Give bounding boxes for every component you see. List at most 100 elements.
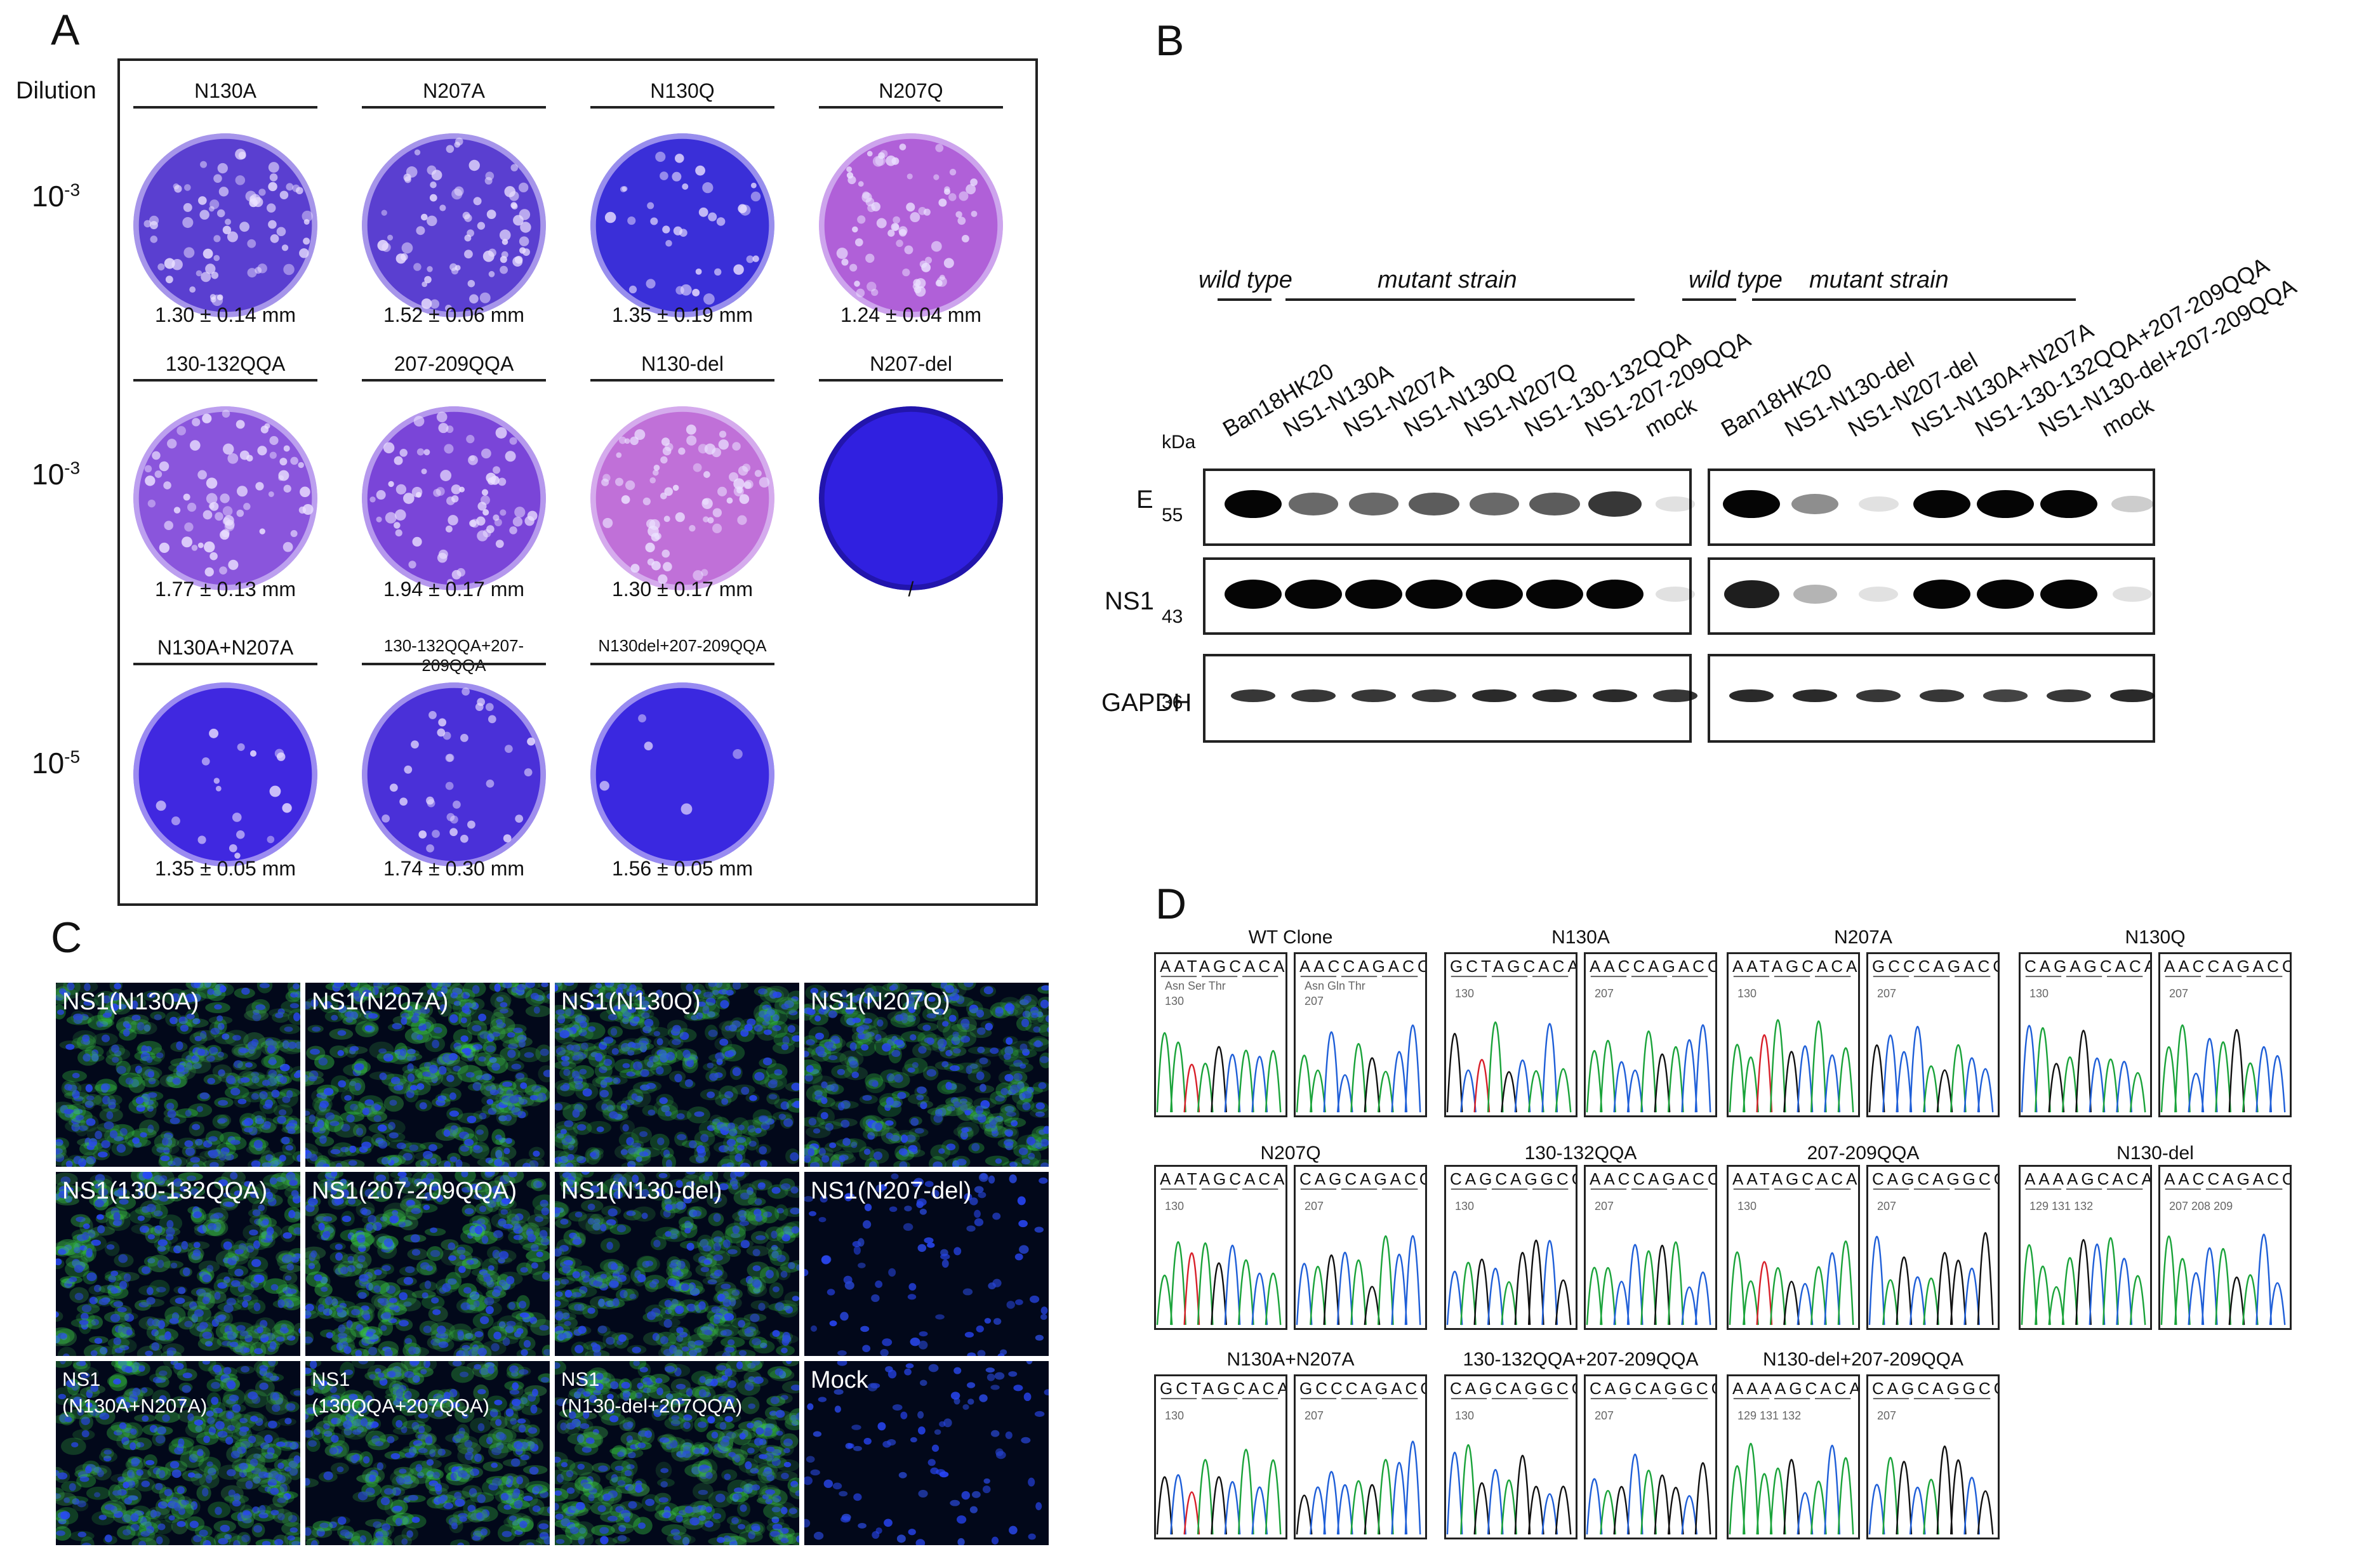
clone-title: 207-209QQA xyxy=(1807,1143,1920,1164)
chromatogram-trace xyxy=(1156,1398,1282,1535)
blot-band xyxy=(1859,586,1898,602)
chromatogram-trace xyxy=(1729,976,1854,1113)
sequence-text: CAGCAGGCG xyxy=(1450,1169,1577,1188)
sequence-text: GCCCAGACC xyxy=(1299,1379,1427,1398)
blot-band xyxy=(1289,493,1338,515)
blot-band xyxy=(2110,689,2155,703)
chromatogram-trace xyxy=(1446,1188,1572,1325)
sequence-text: CAGCAGGCG xyxy=(1872,1169,2000,1188)
plate-name: N130A xyxy=(194,79,256,102)
blot-band xyxy=(1793,689,1837,703)
plaque-plate xyxy=(133,133,317,317)
plaque-plate-image xyxy=(362,682,546,867)
plate-name: 207-209QQA xyxy=(394,352,514,375)
wild-type-group-rule xyxy=(1682,298,1736,301)
plate-name-rule xyxy=(590,106,774,109)
fluorescence-tile: NS1 (N130A+N207A) xyxy=(56,1361,300,1545)
blot-band xyxy=(2040,490,2097,518)
clone-title: N130-del xyxy=(2116,1143,2194,1164)
chromatogram-box: CAGAGCACA 130 xyxy=(2019,952,2152,1117)
protein-label: E xyxy=(1136,486,1153,514)
chromatogram-trace xyxy=(1156,976,1282,1113)
plaque-plate xyxy=(362,133,546,317)
clone-title: N130A xyxy=(1551,927,1610,948)
plaque-plate-image xyxy=(133,406,317,590)
blot-band xyxy=(1856,689,1901,702)
clone-title: N130Q xyxy=(2125,927,2186,948)
clone-title: 130-132QQA+207-209QQA xyxy=(1463,1349,1699,1370)
fluorescence-image xyxy=(804,1361,1049,1545)
residue-number: 207 xyxy=(1595,1200,1614,1213)
sequence-text: AATAGCACA xyxy=(1160,957,1287,976)
chromatogram-trace xyxy=(1296,1188,1421,1325)
chromatogram-trace xyxy=(2160,976,2286,1113)
blot-band xyxy=(1412,689,1456,702)
fluorescence-tile: NS1 (N130-del+207QQA) xyxy=(555,1361,799,1545)
plaque-plate-image xyxy=(590,682,774,867)
blot-band xyxy=(1913,580,1970,609)
plate-name: N207A xyxy=(423,79,485,102)
residue-number: Asn Gln Thr xyxy=(1305,980,1365,992)
chromatogram-trace xyxy=(1586,1188,1711,1325)
blot-strip-gapdh-right xyxy=(1708,654,2155,743)
clone-title: N130A+N207A xyxy=(1226,1349,1355,1370)
fluorescence-tile-label: Mock xyxy=(811,1367,868,1393)
chromatogram-box: AACCAGACC 207 xyxy=(2158,952,2292,1117)
chromatogram-box: CAGCAGGCG 207 xyxy=(1584,1374,1717,1539)
plaque-size-label: 1.74 ± 0.30 mm xyxy=(383,857,525,880)
blot-band xyxy=(1349,493,1398,515)
sequence-text: AACCAGACC xyxy=(1299,957,1427,976)
blot-band xyxy=(1593,689,1637,703)
residue-number: 207 xyxy=(2169,987,2189,1000)
chromatogram-trace xyxy=(1586,1398,1711,1535)
clone-title: 130-132QQA xyxy=(1524,1143,1637,1164)
blot-band xyxy=(1729,689,1774,703)
clone-title: N130-del+207-209QQA xyxy=(1762,1349,1964,1370)
chromatogram-box: CAGCAGACC 207 xyxy=(1294,1165,1427,1330)
blot-band xyxy=(1225,580,1282,609)
sequence-text: AATAGCACA xyxy=(1732,957,1860,976)
blot-strip-e-right xyxy=(1708,468,2155,546)
plaque-plate xyxy=(133,682,317,867)
blot-band xyxy=(1920,689,1964,702)
residue-number: 130 xyxy=(1737,1200,1757,1213)
plaque-plate xyxy=(362,682,546,867)
fluorescence-image xyxy=(305,1361,550,1545)
blot-band xyxy=(1466,580,1523,609)
fluorescence-image xyxy=(804,1173,1048,1356)
fluorescence-tile-label: NS1 (130QQA+207QQA) xyxy=(312,1368,489,1417)
fluorescence-image xyxy=(305,983,550,1167)
dilution-header: Dilution xyxy=(16,77,96,104)
blot-band xyxy=(1405,580,1463,609)
sequence-text: CAGCAGGCG xyxy=(1590,1379,1717,1398)
sequence-text: CAGCAGACC xyxy=(1299,1169,1427,1188)
blot-strip-ns1-left xyxy=(1203,557,1695,635)
plaque-plate xyxy=(590,133,774,317)
chromatogram-trace xyxy=(1446,976,1572,1113)
sequence-text: AACCAGACC xyxy=(2164,957,2292,976)
chromatogram-box: AATAGCACA 130 xyxy=(1154,1165,1287,1330)
plate-name: 130-132QQA xyxy=(165,352,286,375)
sequence-text: CAGCAGGCG xyxy=(1872,1379,2000,1398)
blot-band xyxy=(1588,491,1642,517)
sequence-text: AATAGCACA xyxy=(1160,1169,1287,1188)
plate-name: 130-132QQA+207-209QQA xyxy=(383,636,524,675)
fluorescence-tile-label: NS1(N130A) xyxy=(62,988,199,1015)
fluorescence-tile: NS1(N207-del) xyxy=(804,1172,1049,1356)
blot-band xyxy=(1913,490,1970,518)
wild-type-group-rule xyxy=(1218,298,1272,301)
blot-strip-ns1-right xyxy=(1708,557,2155,635)
blot-band xyxy=(1723,490,1780,518)
dilution-row-3: 10-5 xyxy=(32,747,81,780)
fluorescence-tile: NS1(N130Q) xyxy=(555,983,799,1167)
chromatogram-trace xyxy=(2021,1188,2146,1325)
sequence-text: AAAAGCACA xyxy=(2024,1169,2152,1188)
blot-band xyxy=(1858,496,1899,512)
plaque-size-label: 1.24 ± 0.04 mm xyxy=(840,303,982,326)
fluorescence-tile-label: NS1(N207-del) xyxy=(811,1178,972,1204)
chromatogram-box: AAAAGCACA 129 131 132 xyxy=(2019,1165,2152,1330)
chromatogram-box: AACCAGACC 207 208 209 xyxy=(2158,1165,2292,1330)
kda-label: kDa xyxy=(1162,432,1196,453)
fluorescence-tile-label: NS1(N130Q) xyxy=(561,988,701,1015)
mutant-group-rule xyxy=(1752,298,2076,301)
